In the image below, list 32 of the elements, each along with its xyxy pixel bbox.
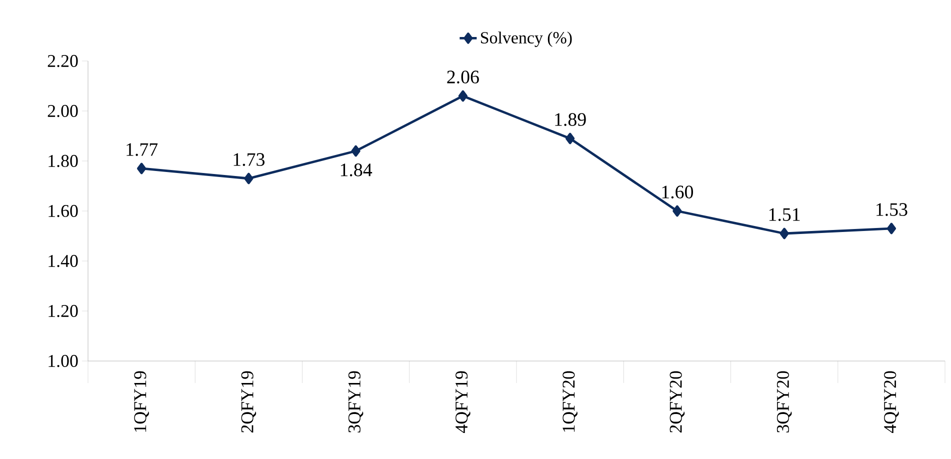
point [566,132,575,144]
y-tick-label: 1.80 [48,154,78,168]
x-tick-label: 2QFY20 [670,371,685,433]
point [137,162,146,174]
y-tick-label: 2.20 [48,54,78,68]
data-label: 1.60 [662,186,694,198]
data-label: 1.84 [340,164,372,176]
y-tick-label: 1.20 [48,304,78,318]
x-tick-label: 4QFY19 [456,371,470,433]
data-label: 1.89 [555,113,586,126]
point [244,172,254,184]
y-tick-label: 1.60 [48,204,78,218]
data-label: 2.06 [447,70,479,84]
y-tick-label: 1.40 [48,254,78,268]
data-label: 1.51 [769,208,800,221]
x-tick-label: 2QFY19 [241,371,256,433]
x-tick-label: 3QFY20 [776,371,792,432]
point [351,145,360,157]
x-tick-label: 1QFY19 [134,371,149,432]
x-tick-label: 4QFY20 [884,371,899,433]
point [886,222,896,234]
data-label: 1.77 [126,143,158,156]
data-label: 1.53 [876,203,908,216]
legend-label: Solvency (%) [481,32,572,47]
x-tick-label: 1QFY20 [562,371,578,432]
point [672,205,682,217]
y-tick-label: 2.00 [48,104,78,118]
point [458,90,468,102]
data-label: 1.73 [234,153,265,166]
point [780,228,789,240]
x-tick-label: 3QFY19 [348,371,364,432]
y-tick-label: 1.00 [48,354,78,368]
